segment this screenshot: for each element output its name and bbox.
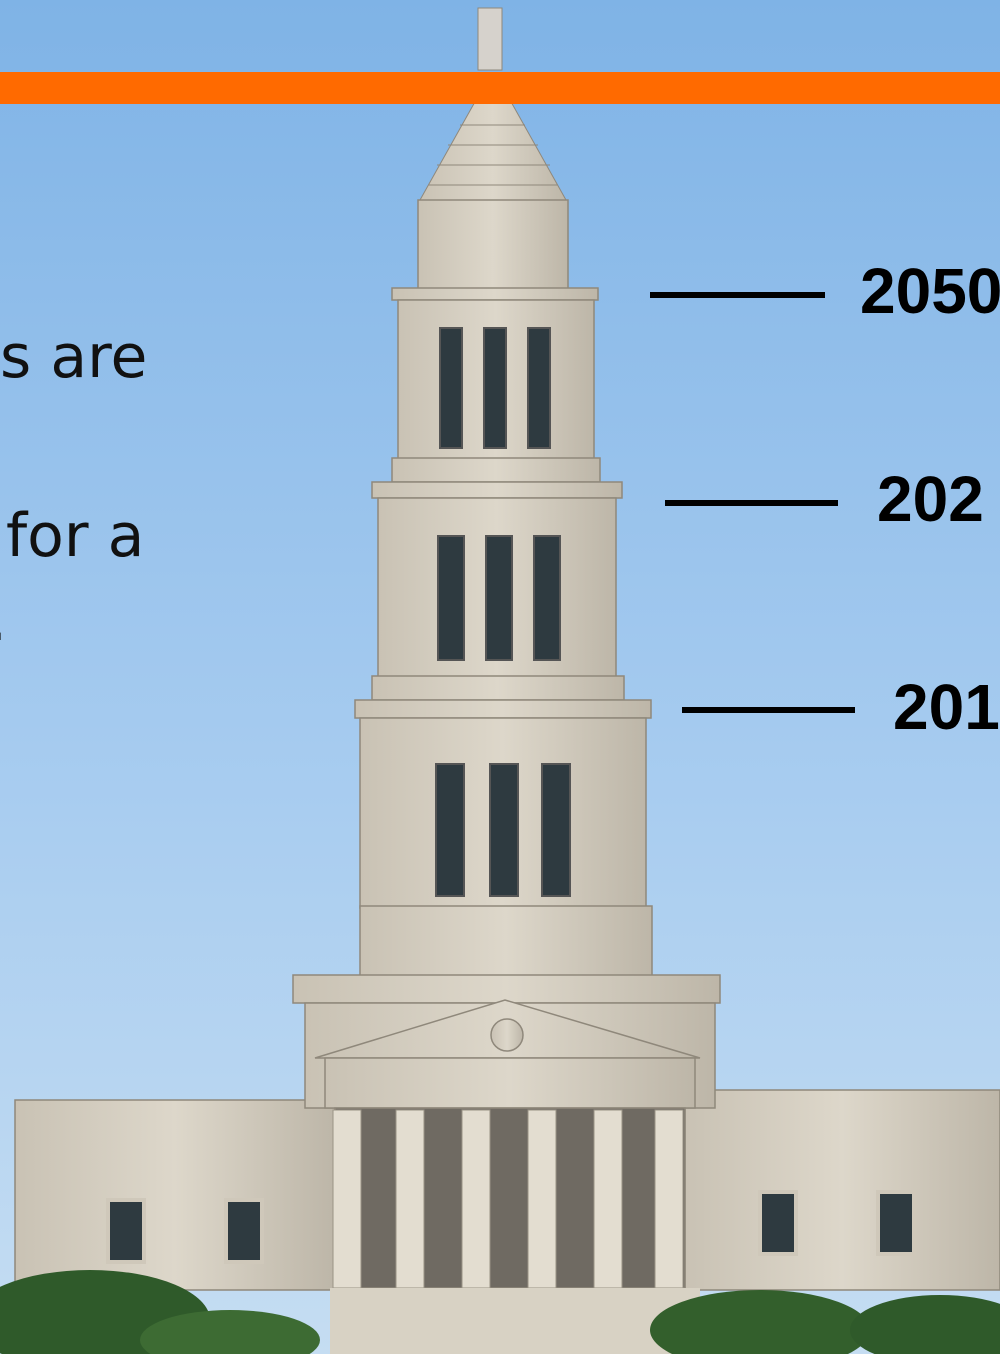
building-part: [14, 1099, 336, 1291]
building-part: [490, 1018, 524, 1052]
steps-and-shrubs-part: [140, 1310, 320, 1354]
tower-windows-part: [533, 535, 561, 661]
building-windows-part: [876, 1190, 916, 1256]
building-part: [292, 974, 721, 1004]
steps-and-shrubs: [0, 1270, 1000, 1354]
tower-spire: [419, 7, 567, 201]
columns-part: [461, 1109, 491, 1289]
tower-tiers-part: [371, 481, 623, 499]
building-part: [334, 1107, 686, 1289]
tower-tiers-part: [417, 199, 569, 291]
tower-tiers-part: [371, 675, 625, 701]
left-text: .: [0, 585, 7, 655]
building: [14, 974, 1000, 1291]
tower-windows-part: [435, 763, 465, 897]
tower-tiers: [354, 199, 653, 977]
year-label: 2050: [860, 255, 1000, 327]
building-windows-part: [224, 1198, 264, 1264]
tower-windows-part: [485, 535, 513, 661]
indicator-lines: [650, 292, 855, 713]
building-windows-part: [758, 1190, 798, 1256]
building-windows: [106, 1190, 916, 1264]
columns-part: [593, 1109, 623, 1289]
tower-windows-part: [489, 763, 519, 897]
building-part: [684, 1089, 1000, 1291]
tower-windows-part: [483, 327, 507, 449]
tower-spire-part: [477, 7, 503, 71]
tower-windows-part: [437, 535, 465, 661]
tower-windows-part: [439, 327, 463, 449]
columns: [332, 1109, 684, 1289]
steps-and-shrubs-part: [330, 1288, 700, 1354]
building-windows-part: [106, 1198, 146, 1264]
year-label: 202: [877, 463, 984, 535]
building-part: [324, 1057, 696, 1109]
tower-windows: [435, 327, 571, 897]
tower-tiers-part: [391, 287, 599, 301]
tower-tiers-part: [354, 699, 652, 719]
columns-part: [332, 1109, 362, 1289]
tower-windows-part: [527, 327, 551, 449]
tower-windows-part: [541, 763, 571, 897]
steps-and-shrubs-part: [650, 1290, 870, 1354]
steps-and-shrubs-part: [850, 1295, 1000, 1354]
orange-bar: [0, 72, 1000, 104]
tower-tiers-part: [359, 905, 653, 977]
year-label: 201: [893, 671, 1000, 743]
left-text: s are: [0, 322, 147, 392]
columns-part: [527, 1109, 557, 1289]
left-text: for a: [6, 501, 144, 571]
columns-part: [395, 1109, 425, 1289]
columns-part: [654, 1109, 684, 1289]
tower-tiers-part: [391, 457, 601, 483]
